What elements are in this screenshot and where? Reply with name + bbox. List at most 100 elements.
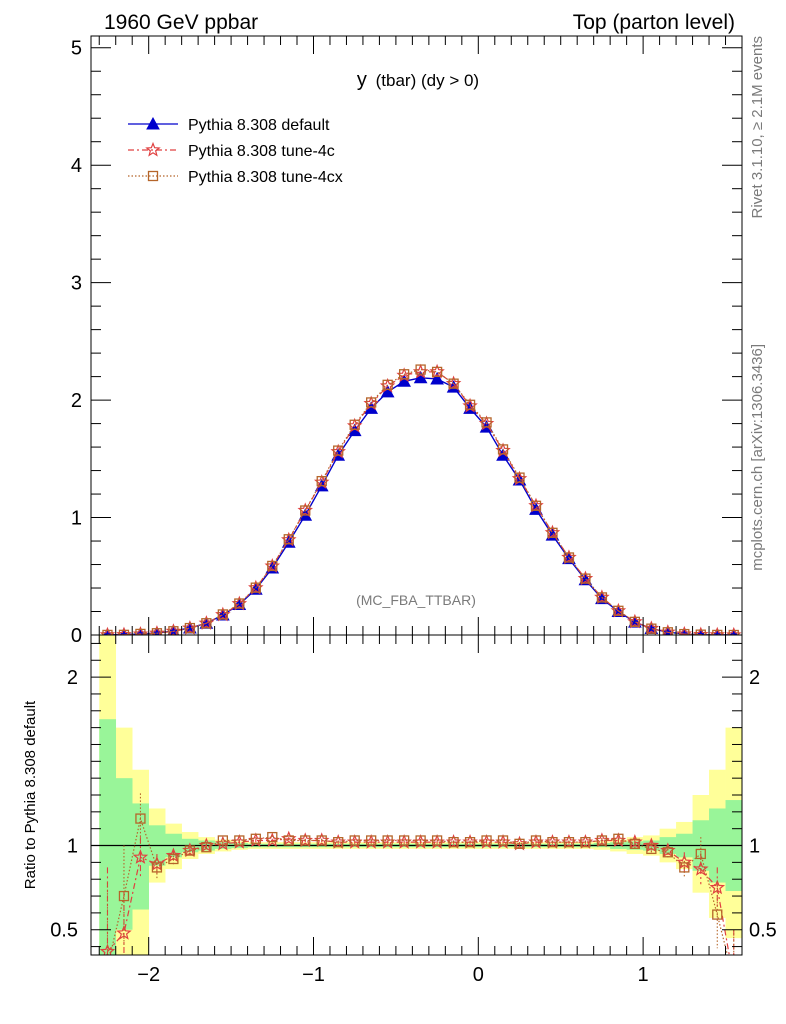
ratio-point-tune4cx — [118, 890, 130, 902]
legend-label: Pythia 8.308 tune-4c — [188, 143, 335, 160]
data-point-tune4cx — [415, 364, 426, 375]
ratio-point-tune4c — [99, 943, 116, 955]
legend-label: Pythia 8.308 tune-4cx — [188, 169, 343, 186]
legend-marker-tune4c — [145, 141, 161, 157]
ratio-point-tune4cx — [382, 835, 393, 846]
ratio-line-tune4c — [107, 838, 730, 955]
data-point-tune4cx — [530, 500, 542, 511]
legend-item-default: Pythia 8.308 default — [128, 116, 330, 134]
ratio-point-tune4cx — [234, 835, 245, 846]
y-tick-label: 1 — [71, 508, 82, 530]
ratio-panel: 0.5 0.5 1 1 2 2 −2 −1 0 1 — [50, 634, 777, 986]
data-point-tune4cx — [168, 626, 179, 635]
data-point-tune4cx — [283, 534, 294, 545]
plot-title: y (tbar) (dy > 0) — [357, 69, 479, 91]
ratio-line-tune4cx — [109, 816, 729, 955]
ratio-y-tick-label-right: 0.5 — [749, 920, 777, 942]
data-point-tune4cx — [481, 417, 492, 428]
x-tick-label: −2 — [137, 964, 160, 986]
ratio-point-tune4cx — [547, 837, 558, 848]
ratio-point-tune4cx — [151, 862, 163, 873]
data-point-tune4cx — [613, 605, 624, 616]
ratio-point-tune4cx — [300, 835, 311, 846]
data-point-tune4cx — [646, 623, 657, 634]
plot-title-suffix: (tbar) (dy > 0) — [376, 71, 479, 90]
series-line-tune4cx — [107, 368, 734, 635]
ratio-point-tune4cx — [448, 837, 459, 848]
ratio-point-tune4cx — [497, 835, 509, 846]
ratio-y-axis-label: Ratio to Pythia 8.308 default — [22, 700, 39, 889]
ratio-data — [91, 635, 742, 986]
data-point-tune4cx — [250, 582, 261, 593]
data-point-tune4cx — [547, 527, 558, 538]
data-point-tune4cx — [580, 573, 591, 584]
ratio-point-tune4cx — [514, 838, 525, 849]
ratio-point-tune4cx — [695, 848, 706, 860]
data-point-default — [430, 371, 444, 385]
main-panel: 0 1 2 3 4 5 — [71, 35, 743, 647]
data-point-tune4cx — [448, 378, 459, 389]
ratio-point-tune4cx — [217, 835, 228, 846]
y-tick-label: 3 — [71, 273, 82, 295]
ratio-point-tune4cx — [646, 843, 657, 855]
data-point-tune4cx — [596, 592, 608, 603]
ratio-point-tune4cx — [729, 976, 738, 985]
ratio-y-tick-label: 1 — [67, 836, 78, 858]
data-point-default — [119, 627, 129, 635]
y-tick-label: 2 — [71, 390, 82, 412]
legend: Pythia 8.308 default Pythia 8.308 tune-4c… — [128, 116, 343, 186]
header-left: 1960 GeV ppbar — [104, 11, 258, 34]
ratio-point-tune4cx — [712, 909, 723, 920]
data-point-tune4cx — [217, 609, 228, 620]
legend-marker-tune4cx — [147, 170, 159, 182]
legend-marker-default — [146, 116, 160, 130]
data-point-tune4cx — [464, 399, 476, 410]
ratio-point-tune4c — [728, 974, 740, 986]
data-point-tune4cx — [184, 622, 196, 634]
ratio-point-tune4cx — [464, 837, 476, 848]
ratio-point-tune4cx — [415, 835, 426, 846]
ratio-point-tune4cx — [530, 835, 542, 846]
ratio-y-tick-label: 0.5 — [50, 920, 78, 942]
ratio-y-tick-label: 2 — [67, 667, 78, 689]
x-tick-label: 1 — [638, 964, 649, 986]
data-point-tune4cx — [514, 472, 525, 483]
ratio-point-tune4cx — [316, 835, 327, 846]
ratio-point-tune4cx — [431, 835, 443, 846]
data-point-tune4cx — [431, 366, 443, 378]
ratio-point-tune4cx — [398, 835, 410, 846]
data-point-tune4cx — [300, 505, 311, 516]
ratio-point-tune4c — [709, 879, 726, 895]
data-point-tune4cx — [267, 560, 278, 572]
data-point-tune4cx — [382, 379, 393, 390]
ratio-point-tune4cx — [563, 837, 575, 848]
ratio-point-tune4cx — [201, 842, 212, 853]
ratio-y-tick-label-right: 2 — [749, 667, 760, 689]
ratio-point-tune4cx — [629, 838, 641, 849]
data-point-tune4cx — [497, 444, 509, 455]
header-right: Top (parton level) — [573, 11, 735, 34]
data-point-tune4cx — [201, 618, 212, 629]
data-point-tune4cx — [629, 616, 641, 627]
data-point-tune4cx — [398, 369, 410, 380]
ratio-point-tune4cx — [283, 835, 294, 846]
ratio-point-tune4c — [132, 849, 149, 864]
mcplots-label: mcplots.cern.ch [arXiv:1306.3436] — [749, 344, 766, 571]
ratio-point-tune4cx — [613, 833, 624, 844]
ratio-point-tune4cx — [662, 847, 673, 858]
x-tick-label: 0 — [473, 964, 484, 986]
ratio-point-tune4cx — [679, 862, 690, 873]
y-tick-label: 5 — [71, 38, 82, 60]
data-point-tune4cx — [135, 628, 146, 635]
data-point-tune4cx — [563, 552, 575, 563]
main-data — [99, 363, 742, 635]
data-point-default — [103, 627, 112, 635]
ratio-point-tune4c — [165, 847, 182, 863]
data-point-tune4cx — [366, 397, 377, 408]
ratio-point-tune4cx — [103, 962, 112, 971]
data-point-tune4cx — [234, 598, 245, 609]
data-point-tune4cx — [662, 627, 673, 635]
data-point-tune4cx — [679, 628, 690, 635]
data-point-tune4cx — [349, 419, 360, 430]
